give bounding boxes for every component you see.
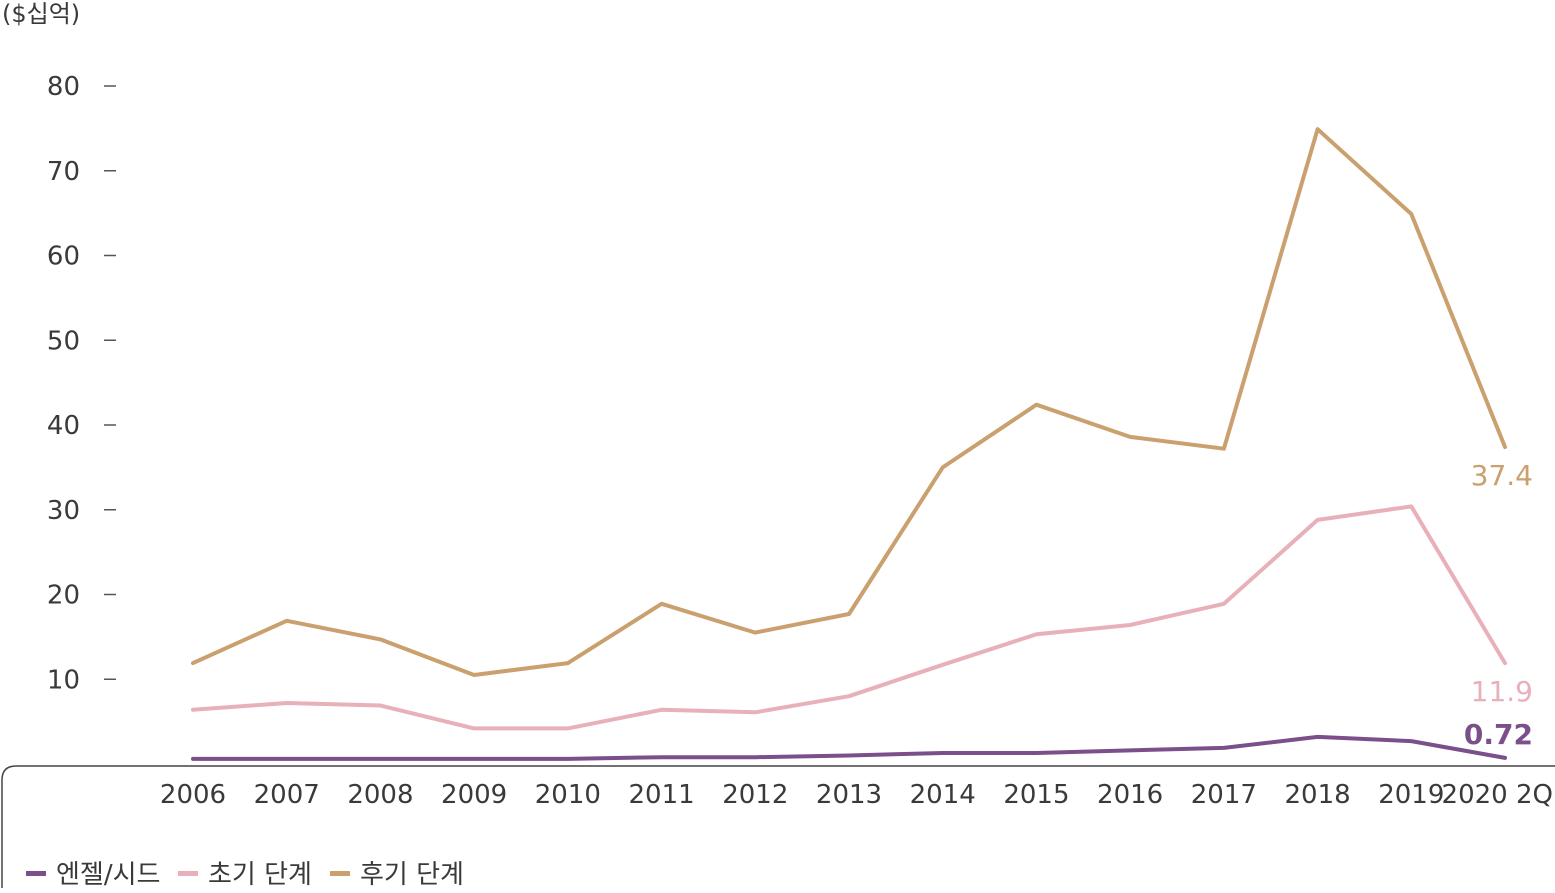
series-line-2 xyxy=(191,127,1507,677)
x-tick-label: 2007 xyxy=(254,780,320,810)
x-tick-label: 2010 xyxy=(535,780,601,810)
x-axis: 2006 2007 2008 2009 2010 2011 2012 2013 2014 2015… xyxy=(160,780,1553,810)
series-line-0 xyxy=(191,734,1507,761)
y-tick-label: 80 xyxy=(47,72,80,102)
x-tick-label: 2018 xyxy=(1284,780,1350,810)
y-tick-label: 10 xyxy=(47,665,80,695)
legend-swatch xyxy=(178,871,198,876)
plot-frame xyxy=(1,765,1555,888)
x-tick-label: 2015 xyxy=(1003,780,1069,810)
x-tick-label: 2016 xyxy=(1097,780,1163,810)
legend: 엔젤/시드 초기 단계 후기 단계 xyxy=(26,860,464,890)
legend-label: 초기 단계 xyxy=(208,860,312,888)
x-tick-label: 2020 2Q xyxy=(1442,780,1553,810)
legend-swatch xyxy=(330,871,350,876)
x-tick-label: 2019 xyxy=(1378,780,1444,810)
legend-swatch xyxy=(26,871,46,876)
y-tick-label: 60 xyxy=(47,242,80,272)
end-value-label: 37.4 xyxy=(1471,459,1533,492)
x-tick-label: 2014 xyxy=(910,780,976,810)
y-tick-label: 30 xyxy=(47,496,80,526)
x-tick-label: 2013 xyxy=(816,780,882,810)
x-axis-frame-line xyxy=(1,765,1555,888)
x-tick-label: 2008 xyxy=(347,780,413,810)
x-tick-label: 2006 xyxy=(160,780,226,810)
y-tick-label: 70 xyxy=(47,157,80,187)
legend-label: 엔젤/시드 xyxy=(56,860,160,888)
y-axis: 10 20 30 40 50 60 70 80 xyxy=(47,72,116,695)
series-line-1 xyxy=(191,504,1507,731)
x-tick-label: 2012 xyxy=(722,780,788,810)
y-tick-label: 40 xyxy=(47,411,80,441)
x-tick-label: 2011 xyxy=(628,780,694,810)
y-unit-label: ($십억) xyxy=(2,0,80,28)
end-labels: 0.72 11.9 37.4 xyxy=(1464,459,1533,751)
end-value-label: 0.72 xyxy=(1464,718,1533,751)
x-tick-label: 2017 xyxy=(1191,780,1257,810)
series-group xyxy=(191,127,1507,761)
x-tick-label: 2009 xyxy=(441,780,507,810)
legend-label: 후기 단계 xyxy=(360,860,464,888)
y-tick-label: 20 xyxy=(47,581,80,611)
y-tick-label: 50 xyxy=(47,326,80,356)
end-value-label: 11.9 xyxy=(1471,675,1533,708)
